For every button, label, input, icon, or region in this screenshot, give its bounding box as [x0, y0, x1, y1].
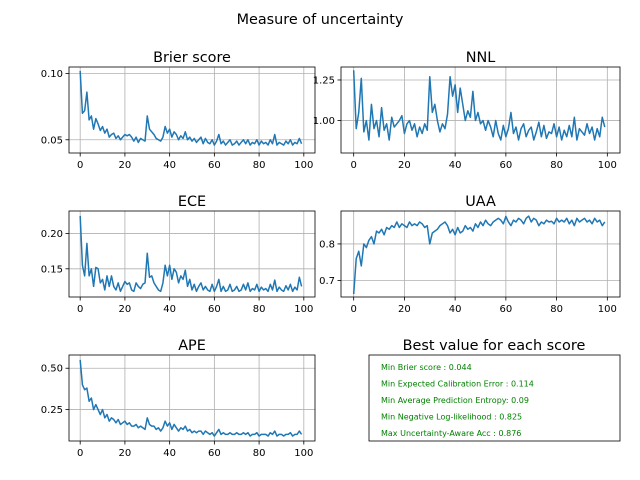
chart2-xtick-label-5: 100 [294, 304, 313, 315]
chart1-xtick-label-3: 60 [499, 160, 512, 171]
chart4-series-line-0 [79, 359, 303, 437]
chart0-title: Brier score [153, 50, 231, 66]
chart0-series-line-0 [79, 70, 303, 146]
subplot-nnl: NNL 0 20 40 60 80 100 1.00 1.25 [313, 50, 621, 171]
chart2-ytick-label-0: 0.15 [41, 264, 63, 275]
chart2-xtick-label-4: 80 [253, 304, 266, 315]
chart0-xtick-label-0: 0 [77, 160, 83, 171]
chart4-ytick-label-0: 0.25 [41, 405, 63, 416]
chart4-axes-frame [68, 354, 316, 442]
chart0-ytick-label-1: 0.10 [41, 69, 63, 80]
chart0-xtick-label-3: 60 [208, 160, 221, 171]
chart4-xtick-label-4: 80 [253, 448, 266, 459]
chart0-xtick-label-5: 100 [294, 160, 313, 171]
summary-line-4: Max Uncertainty-Aware Acc : 0.876 [381, 429, 521, 438]
chart2-title: ECE [178, 194, 206, 210]
chart3-ytick-label-1: 0.8 [319, 239, 335, 250]
chart4-xtick-label-5: 100 [294, 448, 313, 459]
chart3-xtick-label-2: 40 [449, 304, 462, 315]
chart4-ytick-label-1: 0.50 [41, 364, 63, 375]
summary-panel: Best value for each score Min Brier scor… [368, 338, 621, 442]
summary-line-1: Min Expected Calibration Error : 0.114 [381, 380, 534, 389]
chart1-xtick-label-0: 0 [350, 160, 356, 171]
chart4-xtick-label-3: 60 [208, 448, 221, 459]
chart3-xtick-label-0: 0 [350, 304, 356, 315]
figure-suptitle: Measure of uncertainty [237, 12, 404, 28]
chart1-ytick-label-1: 1.25 [313, 75, 335, 86]
chart0-xtick-label-1: 20 [119, 160, 132, 171]
subplot-brier-score: Brier score 0 20 40 60 80 100 0.05 0.10 [41, 50, 316, 171]
summary-panel-title: Best value for each score [403, 338, 586, 354]
chart4-xtick-label-1: 20 [119, 448, 132, 459]
chart3-xtick-label-4: 80 [550, 304, 563, 315]
chart1-xtick-label-4: 80 [550, 160, 563, 171]
chart2-xtick-label-2: 40 [163, 304, 176, 315]
chart3-xtick-label-1: 20 [398, 304, 411, 315]
chart4-title: APE [178, 338, 206, 354]
chart3-title: UAA [465, 194, 496, 210]
chart4-xtick-label-0: 0 [77, 448, 83, 459]
chart3-series-line-0 [352, 215, 606, 295]
chart0-axes-frame [68, 66, 316, 154]
chart3-axes-frame [340, 210, 621, 298]
chart3-xtick-label-3: 60 [499, 304, 512, 315]
subplot-ape: APE 0 20 40 60 80 100 0.25 0.50 [41, 338, 316, 459]
chart2-xtick-label-0: 0 [77, 304, 83, 315]
summary-line-3: Min Negative Log-likelihood : 0.825 [381, 413, 522, 422]
summary-line-2: Min Average Prediction Entropy: 0.09 [381, 396, 529, 405]
chart1-xtick-label-2: 40 [449, 160, 462, 171]
chart1-series-line-0 [352, 70, 606, 141]
chart1-title: NNL [466, 50, 496, 66]
summary-line-0: Min Brier score : 0.044 [381, 363, 472, 372]
chart1-ytick-label-0: 1.00 [313, 116, 335, 127]
chart3-ytick-label-0: 0.7 [319, 276, 335, 287]
chart3-xtick-label-5: 100 [598, 304, 617, 315]
chart0-xtick-label-4: 80 [253, 160, 266, 171]
chart0-xtick-label-2: 40 [163, 160, 176, 171]
chart2-axes-frame [68, 210, 316, 298]
chart1-xtick-label-5: 100 [598, 160, 617, 171]
summary-lines: Min Brier score : 0.044 Min Expected Cali… [381, 363, 534, 438]
chart2-xtick-label-3: 60 [208, 304, 221, 315]
chart1-axes-frame [340, 66, 621, 154]
chart2-series-line-0 [79, 215, 303, 293]
chart2-xtick-label-1: 20 [119, 304, 132, 315]
chart0-ytick-label-0: 0.05 [41, 135, 63, 146]
subplot-ece: ECE 0 20 40 60 80 100 0.15 0.20 [41, 194, 316, 315]
chart2-ytick-label-1: 0.20 [41, 229, 63, 240]
chart1-xtick-label-1: 20 [398, 160, 411, 171]
summary-panel-frame [368, 354, 621, 442]
chart4-xtick-label-2: 40 [163, 448, 176, 459]
subplot-uaa: UAA 0 20 40 60 80 100 0.7 0.8 [319, 194, 621, 315]
